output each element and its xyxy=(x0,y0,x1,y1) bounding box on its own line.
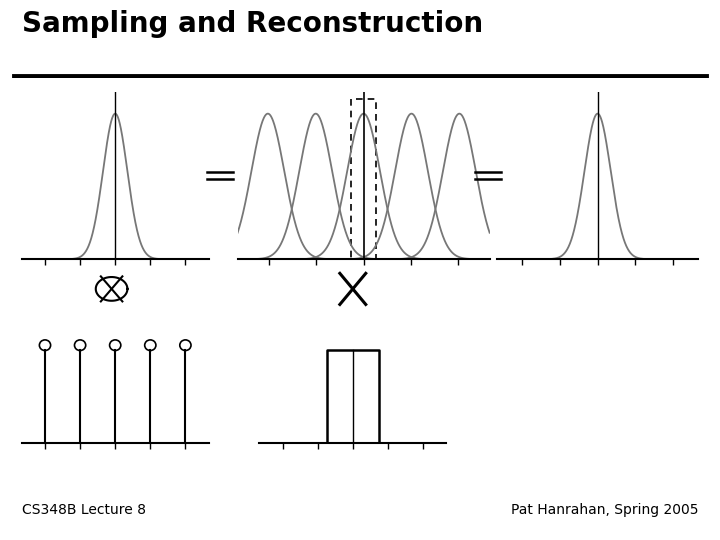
Text: Pat Hanrahan, Spring 2005: Pat Hanrahan, Spring 2005 xyxy=(511,503,698,517)
Text: Sampling and Reconstruction: Sampling and Reconstruction xyxy=(22,10,482,38)
Text: CS348B Lecture 8: CS348B Lecture 8 xyxy=(22,503,145,517)
Bar xyxy=(351,99,376,259)
